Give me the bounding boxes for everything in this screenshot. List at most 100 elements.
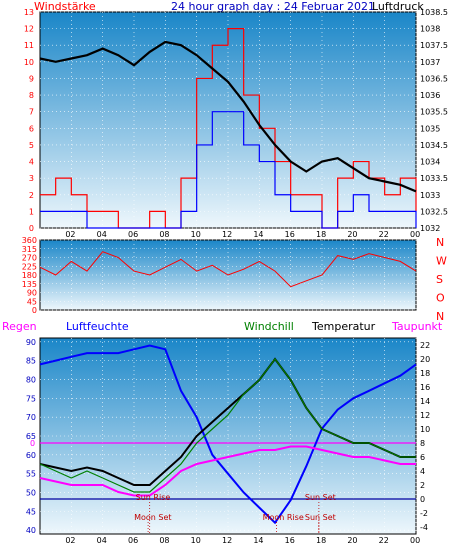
temperature-tick-label: 14 [420, 397, 430, 406]
left-tick-label: 10 [24, 58, 34, 67]
astro-label: Sun Set [305, 513, 336, 522]
x-tick-label: 12 [222, 536, 232, 545]
legend-luftfeuchte: Luftfeuchte [66, 320, 129, 333]
direction-tick-label: 315 [22, 245, 37, 254]
left-tick-label: 12 [24, 25, 34, 34]
direction-tick-label: 225 [22, 262, 37, 271]
x-tick-label: 14 [253, 230, 263, 239]
temperature-tick-label: 8 [420, 439, 425, 448]
series-windrichtung [39, 251, 417, 288]
right-tick-label: 1034 [420, 158, 440, 167]
astro-label: Sun Rise [136, 493, 171, 502]
x-tick-label: 10 [191, 230, 201, 239]
series-windstaerke-mittel [40, 111, 417, 229]
temperature-tick-label: 4 [420, 467, 425, 476]
left-tick-label: 6 [29, 124, 34, 133]
compass-label: S [436, 273, 443, 286]
left-tick-label: 9 [29, 74, 34, 83]
astro-label: Moon Set [134, 513, 171, 522]
right-axis-title: Luftdruck [372, 0, 424, 13]
right-tick-label: 1032 [420, 224, 440, 233]
temperature-tick-label: 6 [420, 453, 425, 462]
right-tick-label: 1033.5 [420, 174, 448, 183]
x-tick-label: 22 [379, 230, 389, 239]
x-tick-label: 02 [65, 230, 75, 239]
temperature-tick-label: -4 [420, 523, 428, 532]
humidity-tick-label: 55 [26, 470, 36, 479]
direction-tick-label: 0 [32, 306, 37, 315]
series-luftdruck [39, 40, 417, 193]
marks-layer [39, 28, 417, 534]
temperature-tick-label: 2 [420, 481, 425, 490]
right-tick-label: 1033 [420, 191, 440, 200]
left-tick-label: 1 [29, 207, 34, 216]
x-tick-label: 04 [97, 230, 107, 239]
compass-label: O [436, 292, 445, 305]
humidity-tick-label: 90 [26, 338, 36, 347]
series-taupunkt [39, 445, 416, 497]
humidity-tick-label: 45 [26, 507, 36, 516]
astro-label: Moon Rise [263, 513, 304, 522]
reference-line-label: 0 [30, 439, 35, 448]
x-tick-label: 14 [253, 536, 263, 545]
series-windchill [39, 357, 416, 493]
humidity-tick-label: 65 [26, 432, 36, 441]
left-tick-label: 5 [29, 141, 34, 150]
x-tick-label: 00 [410, 230, 420, 239]
temperature-tick-label: 22 [420, 341, 430, 350]
legend-temperatur: Temperatur [311, 320, 376, 333]
humidity-tick-label: 80 [26, 375, 36, 384]
left-tick-label: 13 [24, 8, 34, 17]
legend-regen: Regen [2, 320, 37, 333]
right-tick-label: 1035.5 [420, 108, 448, 117]
compass-label: N [436, 236, 444, 249]
temperature-tick-label: 18 [420, 369, 430, 378]
left-tick-label: 8 [29, 91, 34, 100]
temperature-tick-label: 0 [420, 495, 425, 504]
temperature-tick-label: 20 [420, 355, 430, 364]
humidity-tick-label: 70 [26, 413, 36, 422]
humidity-tick-label: 40 [26, 526, 36, 535]
x-tick-label: 08 [159, 536, 169, 545]
compass-label: W [436, 255, 447, 268]
x-tick-label: 02 [65, 536, 75, 545]
x-tick-label: 20 [347, 536, 357, 545]
x-tick-label: 06 [128, 536, 138, 545]
humidity-tick-label: 85 [26, 357, 36, 366]
right-tick-label: 1038 [420, 25, 440, 34]
series-windstaerke [40, 28, 417, 229]
compass-label: N [436, 310, 444, 323]
direction-tick-label: 180 [22, 271, 37, 280]
left-tick-label: 4 [29, 158, 34, 167]
right-tick-label: 1034.5 [420, 141, 448, 150]
temperature-tick-label: -2 [420, 509, 428, 518]
right-tick-label: 1037 [420, 58, 440, 67]
direction-tick-label: 135 [22, 280, 37, 289]
right-tick-label: 1036 [420, 91, 440, 100]
x-tick-label: 18 [316, 230, 326, 239]
chart-title: 24 hour graph day : 24 Februar 2021 [171, 0, 375, 13]
temperature-tick-label: 10 [420, 425, 430, 434]
temperature-tick-label: 12 [420, 411, 430, 420]
left-tick-label: 7 [29, 108, 34, 117]
left-tick-label: 0 [29, 224, 34, 233]
x-tick-label: 16 [285, 230, 295, 239]
left-tick-label: 11 [24, 41, 34, 50]
astro-label: Sun Set [305, 493, 336, 502]
x-tick-label: 18 [316, 536, 326, 545]
right-tick-label: 1036.5 [420, 74, 448, 83]
humidity-tick-label: 50 [26, 489, 36, 498]
series-luftfeuchte [39, 344, 417, 525]
x-tick-label: 00 [410, 536, 420, 545]
left-tick-label: 2 [29, 191, 34, 200]
direction-tick-label: 270 [22, 254, 37, 263]
right-tick-label: 1032.5 [420, 207, 448, 216]
left-axis-title: Windstärke [34, 0, 96, 13]
legend-windchill: Windchill [244, 320, 294, 333]
legend-taupunkt: Taupunkt [391, 320, 443, 333]
direction-tick-label: 45 [27, 297, 37, 306]
x-tick-label: 10 [191, 536, 201, 545]
x-tick-label: 22 [379, 536, 389, 545]
